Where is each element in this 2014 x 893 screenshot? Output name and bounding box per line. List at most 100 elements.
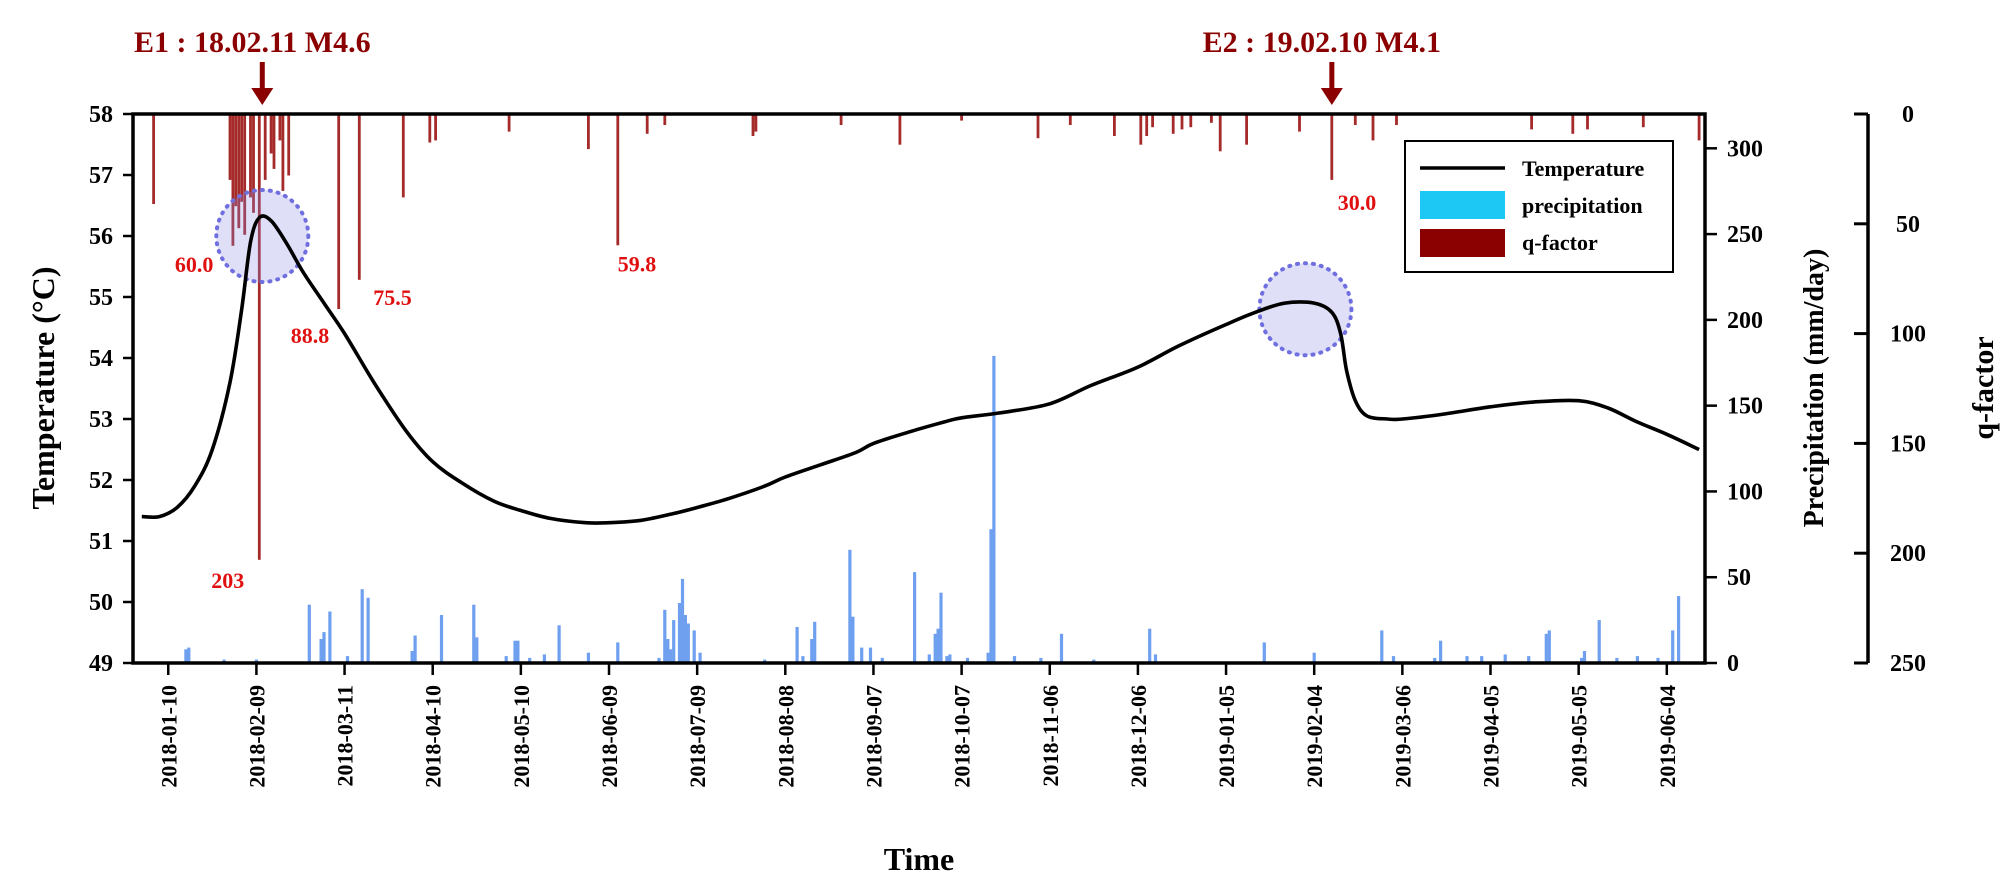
precipitation-bar <box>848 549 852 663</box>
time-axis: 2018-01-10 2018-02-09 2018-03-11 2018-04-10… <box>156 663 1680 788</box>
precipitation-bar <box>1615 657 1619 663</box>
precipitation-bar <box>1380 630 1384 663</box>
legend: Temperature precipitation q-factor <box>1404 140 1674 273</box>
time-tick-label: 2019-01-05 <box>1214 685 1239 788</box>
temperature-tick-label: 51 <box>89 529 113 555</box>
precipitation-bar <box>187 647 191 663</box>
event-markers: E1 : 18.02.11 M4.6 E2 : 19.02.10 M4.1 <box>134 26 1441 105</box>
highlight-circle <box>214 188 311 284</box>
precipitation-bar <box>945 656 949 663</box>
precipitation-bar <box>1544 633 1548 663</box>
precipitation-bar <box>1059 633 1064 663</box>
precipitation-bar <box>933 633 937 663</box>
legend-swatch-precipitation <box>1420 191 1505 219</box>
precipitation-bar <box>586 652 590 663</box>
event-label: E2 : 19.02.10 M4.1 <box>1203 26 1441 59</box>
precipitation-bar <box>360 589 364 663</box>
time-tick-label: 2018-08-08 <box>773 685 798 788</box>
time-tick-label: 2018-06-09 <box>597 685 622 788</box>
time-tick-label: 2018-07-09 <box>685 685 710 788</box>
precipitation-bar <box>1433 657 1437 663</box>
q-factor-bar <box>1353 114 1357 125</box>
temperature-line <box>141 214 1700 525</box>
precipitation-bar <box>913 572 917 663</box>
temperature-tick-label: 50 <box>89 590 113 616</box>
q-factor-value-label: 60.0 <box>175 252 214 277</box>
time-tick-label: 2019-05-05 <box>1567 685 1592 788</box>
temperature-tick-label: 53 <box>89 407 113 433</box>
precipitation-bars <box>184 355 1681 663</box>
precipitation-tick-label: 200 <box>1727 308 1763 334</box>
time-tick-label: 2019-04-05 <box>1479 685 1504 788</box>
precipitation-bar <box>410 651 414 663</box>
precipitation-bar <box>328 611 332 663</box>
precipitation-bar <box>472 604 476 663</box>
legend-label-precipitation: precipitation <box>1522 193 1643 218</box>
precipitation-bar <box>1635 656 1639 663</box>
temperature-tick-label: 54 <box>89 346 113 372</box>
precipitation-bar <box>795 627 799 663</box>
q-factor-value-label: 30.0 <box>1338 190 1377 215</box>
precipitation-bar <box>948 654 952 663</box>
precipitation-bar <box>475 637 479 663</box>
precipitation-bar <box>989 529 993 663</box>
q-factor-tick-label: 250 <box>1890 651 1926 677</box>
q-factor-tick-label: 0 <box>1902 102 1914 128</box>
q-factor-bar <box>252 114 255 213</box>
precipitation-bar <box>801 656 805 663</box>
precipitation-bar <box>1148 628 1152 663</box>
highlight-circles <box>214 188 1354 358</box>
q-factor-value-label: 59.8 <box>618 251 657 276</box>
precipitation-bar <box>366 597 370 663</box>
temperature-axis: 49 50 51 52 53 54 55 56 57 58 <box>89 102 133 677</box>
q-factor-bar <box>428 114 432 143</box>
time-tick-label: 2018-03-11 <box>333 685 358 786</box>
q-factor-tick-label: 150 <box>1890 431 1926 457</box>
time-tick-label: 2018-12-06 <box>1126 685 1151 788</box>
q-factor-bar <box>587 114 590 150</box>
precipitation-bar <box>939 592 943 663</box>
time-tick-label: 2019-06-04 <box>1655 685 1680 788</box>
precipitation-bar <box>1503 654 1507 663</box>
precipitation-bar <box>1480 656 1484 663</box>
q-factor-bar <box>1113 114 1116 136</box>
q-factor-bar <box>1189 114 1193 128</box>
precipitation-bar <box>542 654 546 663</box>
precipitation-tick-label: 100 <box>1727 479 1763 505</box>
temperature-tick-label: 49 <box>89 651 113 677</box>
legend-swatch-q-factor <box>1420 229 1505 257</box>
precipitation-bar <box>184 649 188 663</box>
q-factor-bar <box>1171 114 1175 134</box>
precipitation-bar <box>810 639 814 663</box>
q-factor-bar <box>960 114 963 121</box>
q-factor-bar <box>257 114 261 560</box>
q-factor-bar <box>1530 114 1533 130</box>
q-factor-bar <box>243 114 247 235</box>
y-axis-title-temperature: Temperature (°C) <box>25 267 61 510</box>
temperature-tick-label: 58 <box>89 102 113 128</box>
legend-label-temperature: Temperature <box>1522 156 1644 181</box>
precipitation-bar <box>322 632 326 663</box>
event-label: E1 : 18.02.11 M4.6 <box>134 26 371 59</box>
precipitation-bar <box>860 647 864 663</box>
precipitation-bar <box>319 639 323 663</box>
time-tick-label: 2018-01-10 <box>156 685 181 788</box>
precipitation-bar <box>698 652 702 663</box>
precipitation-bar <box>516 640 520 663</box>
precipitation-bar <box>413 635 417 663</box>
precipitation-bar <box>439 615 444 663</box>
q-factor-value-labels: 60.0 203 88.8 75.5 59.8 30.0 <box>175 190 1376 593</box>
time-tick-label: 2019-03-06 <box>1390 685 1415 788</box>
q-factor-value-label: 203 <box>211 568 244 593</box>
precipitation-bar <box>677 603 682 663</box>
q-factor-bar <box>152 114 155 204</box>
precipitation-bar <box>557 625 561 663</box>
precipitation-bar <box>927 654 931 663</box>
q-factor-bar <box>228 114 232 180</box>
q-factor-bar <box>231 114 235 246</box>
precipitation-tick-label: 0 <box>1727 651 1739 677</box>
q-factor-bar <box>1641 114 1645 128</box>
precipitation-bar <box>528 657 532 663</box>
